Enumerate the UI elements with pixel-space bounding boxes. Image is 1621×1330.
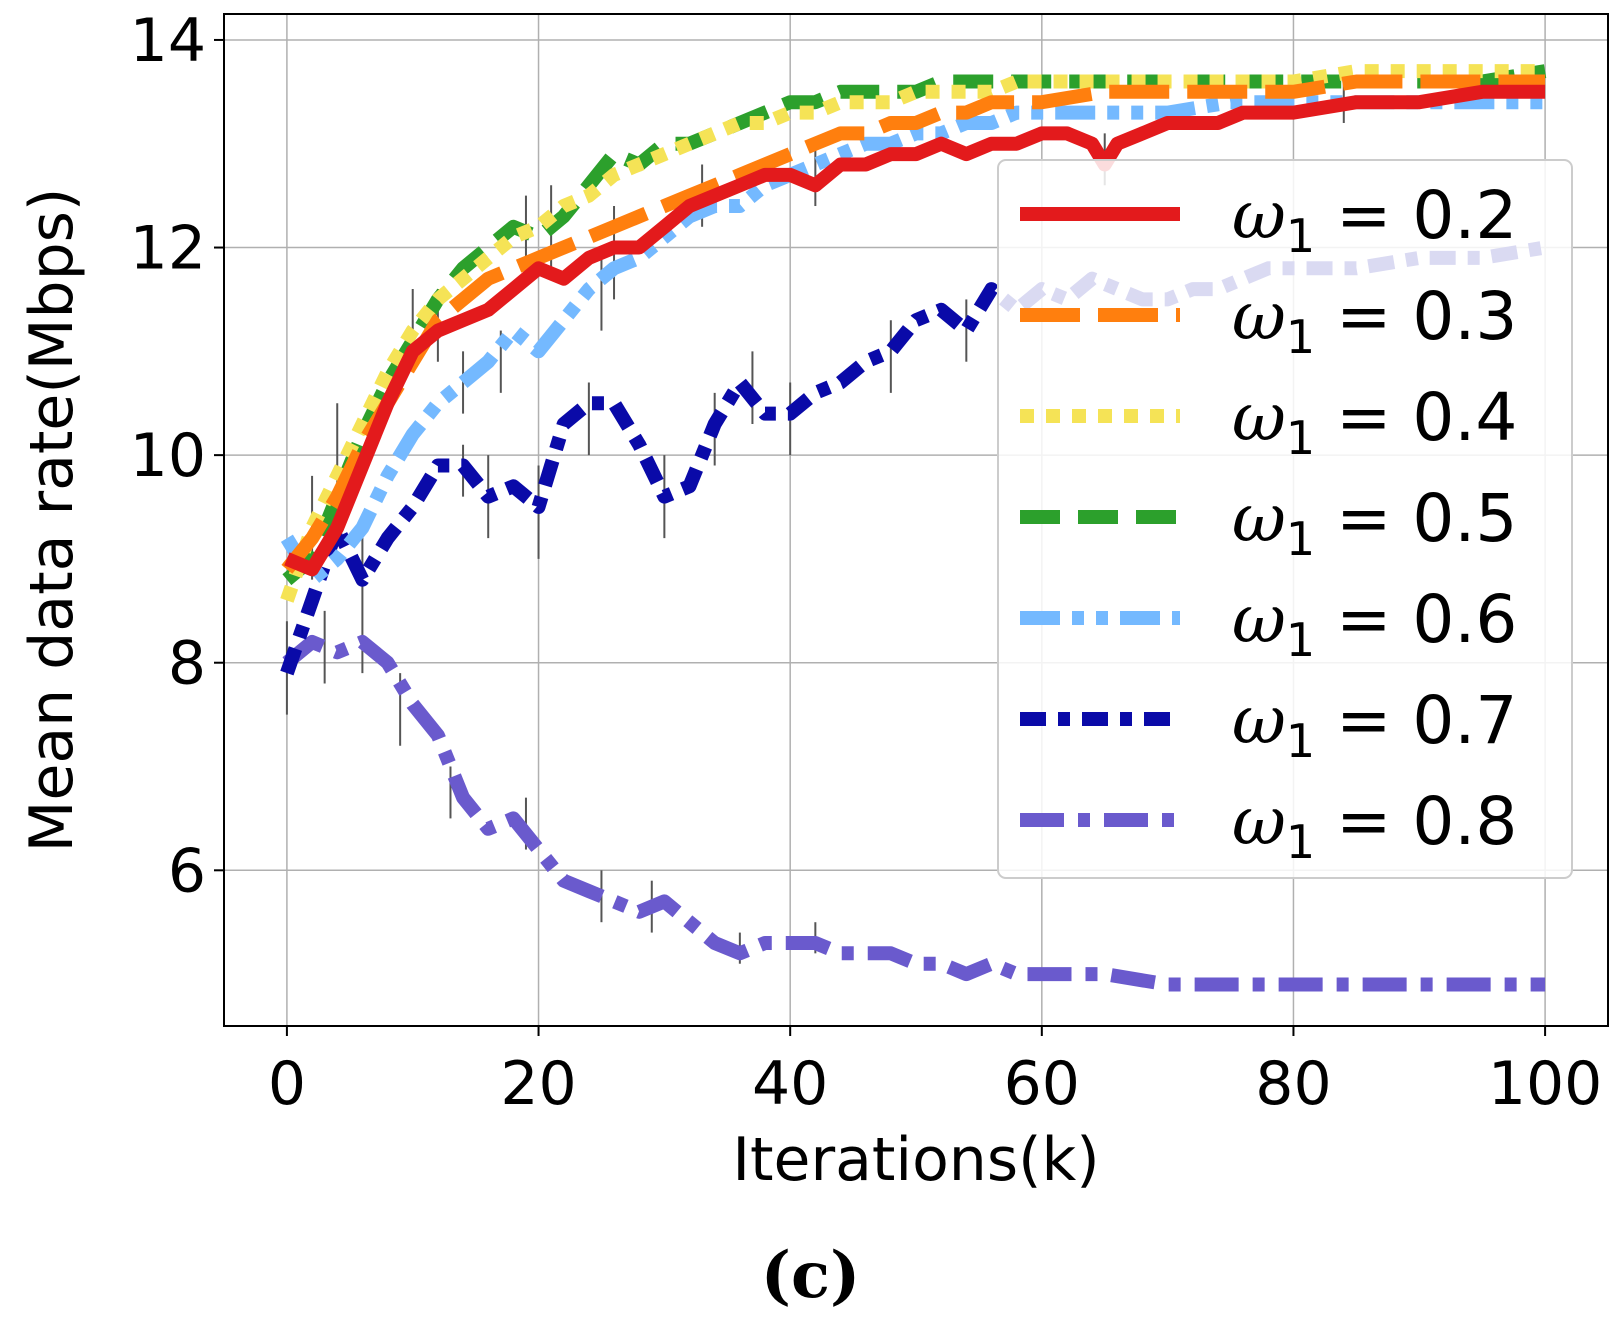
- legend-entry-0.8: ω1 = 0.8: [1232, 783, 1517, 869]
- series-line-0.4: [280, 64, 1546, 603]
- x-tick-label: 100: [1488, 1049, 1603, 1119]
- y-tick-label: 6: [168, 836, 206, 906]
- y-tick-label: 12: [130, 214, 206, 284]
- legend-entry-0.2: ω1 = 0.2: [1232, 177, 1517, 263]
- series-line-0.5: [282, 64, 1547, 586]
- legend-entry-0.7: ω1 = 0.7: [1232, 682, 1517, 768]
- x-tick-label: 80: [1255, 1049, 1331, 1119]
- x-tick-label: 60: [1004, 1049, 1080, 1119]
- x-tick-label: 40: [752, 1049, 828, 1119]
- series-line-0.8: [282, 635, 1546, 992]
- legend-box: [997, 159, 1573, 879]
- y-tick-label: 8: [168, 629, 206, 699]
- x-tick-label: 20: [500, 1049, 576, 1119]
- y-tick-label: 10: [130, 421, 206, 491]
- tick-layer: 0 20 40 60 80 100 6 8 10 12 14: [130, 6, 1603, 1119]
- series-line-0.2: [284, 84, 1546, 577]
- figure-caption: (c): [760, 1238, 861, 1313]
- y-axis-label: Mean data rate(Mbps): [17, 188, 87, 853]
- y-tick-label: 14: [130, 6, 206, 76]
- legend-entry-0.5: ω1 = 0.5: [1232, 480, 1517, 566]
- legend-entry-0.4: ω1 = 0.4: [1232, 379, 1517, 465]
- x-axis-label: Iterations(k): [732, 1125, 1099, 1195]
- series-line-0.6: [280, 95, 1546, 587]
- series-line-0.3: [281, 74, 1546, 574]
- x-tick-label: 0: [268, 1049, 306, 1119]
- legend-entry-0.6: ω1 = 0.6: [1232, 581, 1517, 667]
- axes-frame: [223, 13, 1609, 1027]
- legend: ω1 = 0.2 ω1 = 0.3 ω1 = 0.4 ω1 = 0.5 ω1 = 0.6…: [997, 159, 1573, 879]
- legend-entry-0.3: ω1 = 0.3: [1232, 278, 1517, 364]
